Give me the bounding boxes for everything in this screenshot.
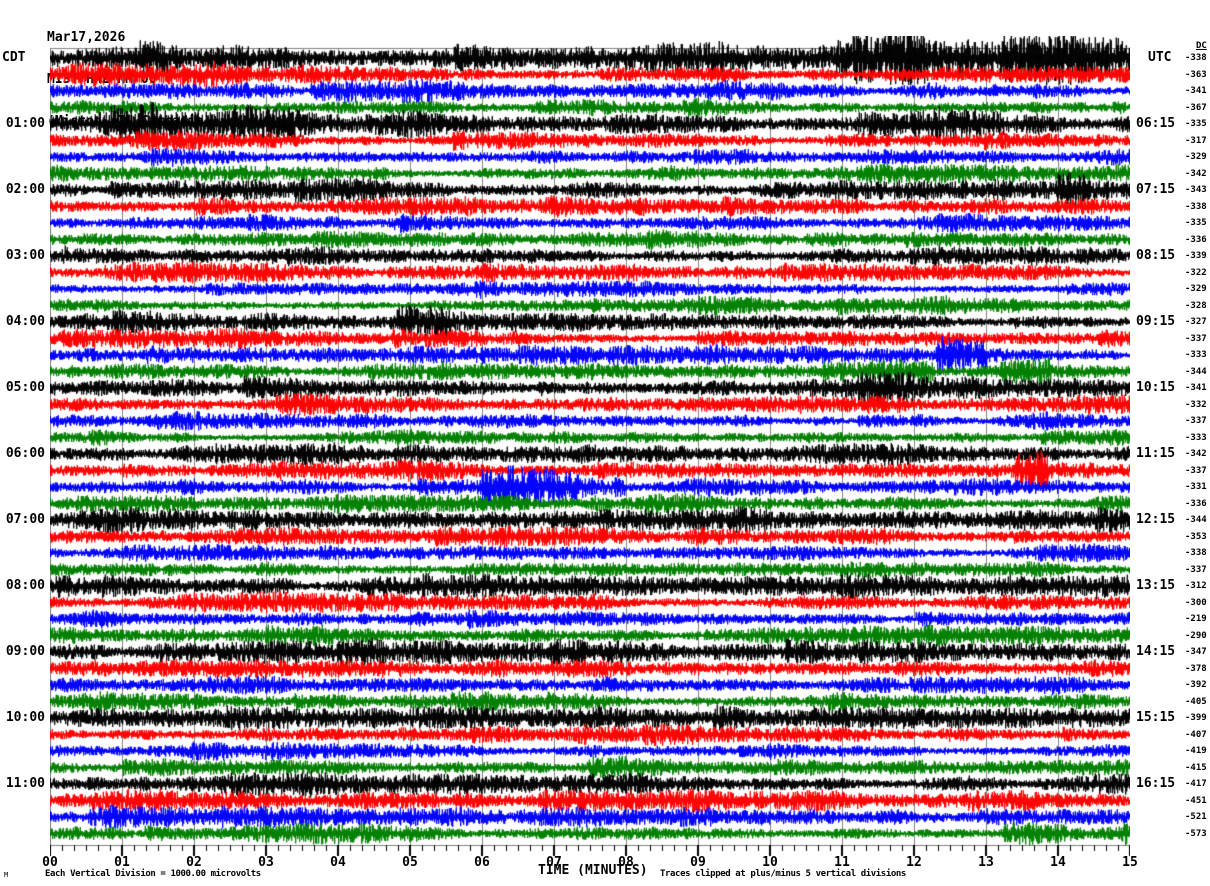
x-tick-label: 12 <box>906 855 922 870</box>
dc-value: -399 <box>1185 713 1207 723</box>
x-tick-label: 14 <box>1050 855 1066 870</box>
dc-value: -337 <box>1185 564 1207 575</box>
utc-hour-label: 12:15 <box>1136 512 1176 527</box>
x-tick-label: 02 <box>186 855 202 870</box>
dc-value: -317 <box>1185 135 1207 146</box>
dc-value: -451 <box>1185 795 1207 806</box>
x-tick-label: 01 <box>114 855 130 870</box>
cdt-hour-label: 08:00 <box>5 578 45 593</box>
clip-note: Traces clipped at plus/minus 5 vertical … <box>660 869 906 879</box>
utc-hour-label: 13:15 <box>1136 578 1176 593</box>
cdt-hour-label: 03:00 <box>5 248 45 263</box>
x-tick-label: 04 <box>330 855 346 870</box>
dc-value: -327 <box>1185 317 1207 327</box>
cdt-hour-label: 07:00 <box>5 512 45 527</box>
x-tick-label: 06 <box>474 855 490 870</box>
dc-value: -335 <box>1185 218 1207 228</box>
dc-value: -407 <box>1185 729 1207 740</box>
dc-value: -344 <box>1185 366 1207 377</box>
dc-value: -335 <box>1185 119 1207 129</box>
cdt-hour-label: 01:00 <box>5 116 45 131</box>
dc-value: -367 <box>1185 102 1207 113</box>
dc-value: -392 <box>1185 680 1207 690</box>
dc-value: -341 <box>1185 383 1207 393</box>
dc-value: -363 <box>1185 69 1207 80</box>
utc-hour-label: 14:15 <box>1136 644 1176 659</box>
dc-value: -336 <box>1185 234 1207 245</box>
cdt-hour-label: 10:00 <box>5 710 45 725</box>
dc-value: -333 <box>1185 350 1207 360</box>
dc-value: -328 <box>1185 300 1207 311</box>
dc-value: -312 <box>1185 581 1207 591</box>
utc-hour-label: 16:15 <box>1136 776 1176 791</box>
dc-value: -378 <box>1185 663 1207 674</box>
dc-value: -415 <box>1185 762 1207 773</box>
dc-value: -337 <box>1185 333 1207 344</box>
left-timezone-label: CDT <box>2 50 26 65</box>
dc-value: -333 <box>1185 432 1207 443</box>
x-tick-label: 08 <box>618 855 634 870</box>
dc-value: -337 <box>1185 416 1207 426</box>
dc-value: -339 <box>1185 251 1207 261</box>
x-tick-label: 05 <box>402 855 418 870</box>
x-tick-label: 09 <box>690 855 706 870</box>
dc-value: -417 <box>1185 779 1207 789</box>
x-axis-title: TIME (MINUTES) <box>538 863 648 878</box>
dc-value: -322 <box>1185 267 1207 278</box>
dc-value: -336 <box>1185 498 1207 509</box>
x-tick-label: 11 <box>834 855 850 870</box>
utc-hour-label: 09:15 <box>1136 314 1176 329</box>
dc-value: -521 <box>1185 812 1207 822</box>
dc-value: -573 <box>1185 828 1207 839</box>
utc-hour-label: 11:15 <box>1136 446 1176 461</box>
cdt-hour-label: 09:00 <box>5 644 45 659</box>
dc-value: -338 <box>1185 548 1207 558</box>
dc-value: -332 <box>1185 399 1207 410</box>
scale-note: Each Vertical Division = 1000.00 microvo… <box>45 869 261 879</box>
utc-hour-label: 10:15 <box>1136 380 1176 395</box>
utc-hour-label: 06:15 <box>1136 116 1176 131</box>
x-tick-label: 15 <box>1122 855 1138 870</box>
seismogram-canvas <box>50 36 1130 858</box>
utc-hour-label: 07:15 <box>1136 182 1176 197</box>
cdt-hour-label: 11:00 <box>5 776 45 791</box>
cdt-hour-label: 04:00 <box>5 314 45 329</box>
dc-value: -329 <box>1185 152 1207 162</box>
watermark-mark: M <box>4 871 9 879</box>
cdt-hour-label: 06:00 <box>5 446 45 461</box>
x-tick-label: 07 <box>546 855 562 870</box>
x-tick-label: 13 <box>978 855 994 870</box>
dc-value: -342 <box>1185 449 1207 459</box>
dc-value: -329 <box>1185 284 1207 294</box>
dc-value: -419 <box>1185 746 1207 756</box>
dc-value: -337 <box>1185 465 1207 476</box>
utc-hour-label: 15:15 <box>1136 710 1176 725</box>
dc-value: -353 <box>1185 531 1207 542</box>
x-tick-label: 00 <box>42 855 58 870</box>
x-tick-label: 10 <box>762 855 778 870</box>
dc-value: -219 <box>1185 614 1207 624</box>
dc-value: -338 <box>1185 201 1207 212</box>
utc-hour-label: 08:15 <box>1136 248 1176 263</box>
dc-value: -300 <box>1185 597 1207 608</box>
x-tick-label: 03 <box>258 855 274 870</box>
dc-value: -405 <box>1185 696 1207 707</box>
dc-value: -342 <box>1185 168 1207 179</box>
dc-value: -344 <box>1185 515 1207 525</box>
right-timezone-label: UTC <box>1148 50 1172 65</box>
dc-value: -290 <box>1185 630 1207 641</box>
dc-value: -331 <box>1185 482 1207 492</box>
cdt-hour-label: 02:00 <box>5 182 45 197</box>
dc-column-header: DC <box>1196 41 1207 51</box>
dc-value: -343 <box>1185 185 1207 195</box>
dc-value: -338 <box>1185 53 1207 63</box>
dc-value: -347 <box>1185 647 1207 657</box>
cdt-hour-label: 05:00 <box>5 380 45 395</box>
dc-value: -341 <box>1185 86 1207 96</box>
